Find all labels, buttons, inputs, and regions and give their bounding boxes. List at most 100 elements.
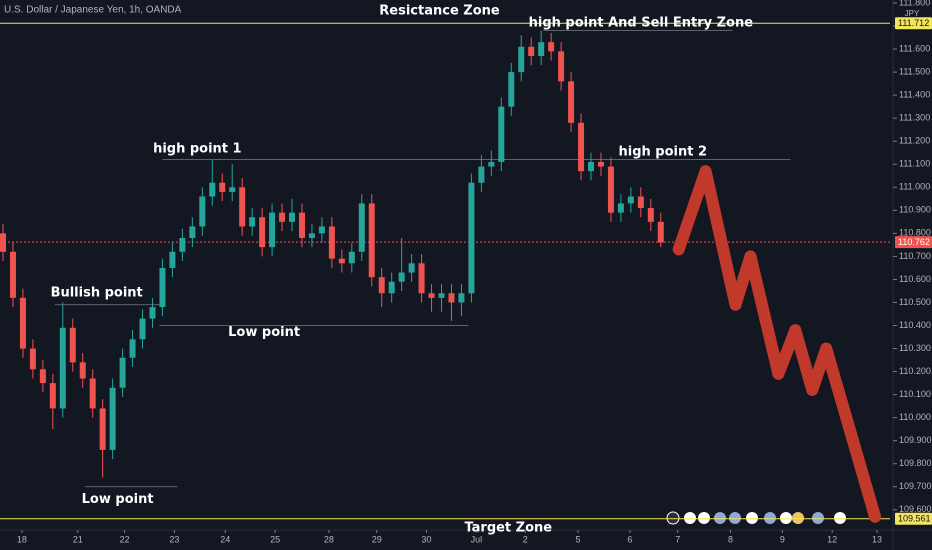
x-tick-label: 9 <box>780 534 785 544</box>
candle-body <box>189 226 196 238</box>
x-tick-label: 8 <box>728 534 733 544</box>
annotation: Bullish point <box>51 286 143 301</box>
annotation: high point 1 <box>153 142 242 157</box>
x-tick-label: 13 <box>872 534 882 544</box>
x-tick-label: Jul <box>471 534 483 544</box>
event-icon[interactable] <box>666 511 680 525</box>
candle-body <box>89 378 96 409</box>
candle-body <box>607 166 614 213</box>
event-icon[interactable] <box>684 512 696 524</box>
candle-body <box>249 217 256 227</box>
candle-body <box>588 161 595 172</box>
candle-body <box>308 233 315 238</box>
y-tick-label: 110.200 <box>899 366 931 376</box>
event-icon[interactable] <box>698 512 710 524</box>
candle-body <box>199 196 206 227</box>
candle-body <box>617 203 624 213</box>
event-icon[interactable] <box>792 512 804 524</box>
candle-body <box>29 348 36 370</box>
candle-body <box>279 212 286 222</box>
candle-body <box>627 196 634 204</box>
y-tick-label: 111.600 <box>899 43 930 53</box>
annotation: Resictance Zone <box>379 3 500 18</box>
y-tick-label: 111.000 <box>899 182 930 192</box>
x-tick-label: 28 <box>324 534 334 544</box>
y-tick-label: 111.300 <box>899 113 930 123</box>
candle-body <box>179 237 186 252</box>
y-tick-label: 109.800 <box>899 458 932 468</box>
annotation: high point 2 <box>619 145 708 160</box>
event-icon[interactable] <box>729 512 741 524</box>
y-tick-label: 110.100 <box>899 389 931 399</box>
x-tick-label: 2 <box>523 534 528 544</box>
candle-body <box>528 46 535 56</box>
candle-body <box>657 221 664 243</box>
candle-body <box>518 46 525 73</box>
annotation: Target Zone <box>464 520 552 535</box>
candle-body <box>259 217 266 248</box>
candle-body <box>348 251 355 264</box>
candle-body <box>448 293 455 303</box>
candle-body <box>49 383 56 409</box>
candle-body <box>558 51 565 82</box>
x-tick-label: 22 <box>120 534 130 544</box>
event-icon[interactable] <box>764 512 776 524</box>
candle-body <box>229 187 236 192</box>
candle-body <box>548 42 555 52</box>
currency-unit: JPY <box>905 9 920 18</box>
candle-body <box>9 251 16 298</box>
y-tick-label: 110.600 <box>899 274 931 284</box>
price-tag <box>895 17 932 30</box>
y-tick-label: 111.200 <box>899 136 930 146</box>
candle-body <box>119 357 126 388</box>
chart-title: U.S. Dollar / Japanese Yen, 1h, OANDA <box>4 5 182 16</box>
candle-body <box>99 408 106 450</box>
candle-body <box>338 258 345 264</box>
candle-body <box>69 327 76 363</box>
candle-body <box>637 196 644 209</box>
candle-body <box>328 226 335 259</box>
annotation: Low point <box>82 492 154 507</box>
event-icon[interactable] <box>780 512 792 524</box>
candle-body <box>59 327 66 409</box>
event-icons <box>666 511 846 525</box>
x-tick-label: 24 <box>220 534 230 544</box>
candle-body <box>408 263 415 273</box>
candle-body <box>488 161 495 167</box>
candle-body <box>109 387 116 450</box>
candle-body <box>508 72 515 107</box>
candle-body <box>498 106 505 162</box>
candle-body <box>428 293 435 298</box>
x-tick-label: 23 <box>169 534 179 544</box>
y-tick-label: 110.000 <box>899 412 931 422</box>
event-icon[interactable] <box>812 512 824 524</box>
candle-body <box>289 212 296 222</box>
x-tick-label: 21 <box>73 534 83 544</box>
candle-body <box>458 293 465 303</box>
candle-body <box>239 187 246 227</box>
event-icon[interactable] <box>746 512 758 524</box>
candle-body <box>39 369 46 384</box>
candle-body <box>568 81 575 123</box>
candle-body <box>139 318 146 340</box>
y-tick-label: 110.900 <box>899 205 931 215</box>
event-icon[interactable] <box>834 512 846 524</box>
candle-body <box>79 362 86 379</box>
event-icon[interactable] <box>714 512 726 524</box>
projection-path <box>672 165 882 523</box>
candle-body <box>219 182 226 192</box>
price-tag-label: 110.762 <box>898 237 930 247</box>
candle-body <box>418 263 425 294</box>
y-tick-label: 110.800 <box>899 228 931 238</box>
price-tag <box>895 512 932 525</box>
candle-body <box>368 203 375 278</box>
annotation: Low point <box>228 325 300 340</box>
candle-body <box>468 182 475 294</box>
x-tick-label: 6 <box>627 534 632 544</box>
y-tick-label: 109.700 <box>899 481 932 491</box>
y-tick-label: 111.500 <box>899 66 930 76</box>
x-tick-label: 25 <box>270 534 280 544</box>
candle-body <box>209 182 216 197</box>
candle-body <box>438 293 445 298</box>
